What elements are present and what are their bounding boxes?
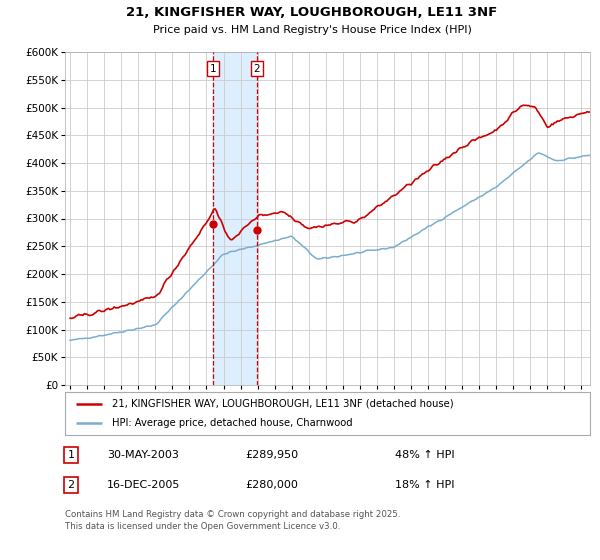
Text: HPI: Average price, detached house, Charnwood: HPI: Average price, detached house, Char… <box>112 418 353 428</box>
Text: 30-MAY-2003: 30-MAY-2003 <box>107 450 179 460</box>
Text: £280,000: £280,000 <box>245 480 298 490</box>
Text: 21, KINGFISHER WAY, LOUGHBOROUGH, LE11 3NF: 21, KINGFISHER WAY, LOUGHBOROUGH, LE11 3… <box>127 6 497 18</box>
Bar <box>213 52 257 385</box>
Text: Price paid vs. HM Land Registry's House Price Index (HPI): Price paid vs. HM Land Registry's House … <box>152 25 472 35</box>
Text: Contains HM Land Registry data © Crown copyright and database right 2025.
This d: Contains HM Land Registry data © Crown c… <box>65 510 401 531</box>
Text: 2: 2 <box>254 64 260 74</box>
Text: 48% ↑ HPI: 48% ↑ HPI <box>395 450 455 460</box>
Text: 2: 2 <box>67 480 74 490</box>
Text: 1: 1 <box>68 450 74 460</box>
Text: 1: 1 <box>209 64 216 74</box>
Text: 21, KINGFISHER WAY, LOUGHBOROUGH, LE11 3NF (detached house): 21, KINGFISHER WAY, LOUGHBOROUGH, LE11 3… <box>112 399 454 409</box>
Text: 18% ↑ HPI: 18% ↑ HPI <box>395 480 455 490</box>
FancyBboxPatch shape <box>65 392 590 435</box>
Text: £289,950: £289,950 <box>245 450 298 460</box>
Text: 16-DEC-2005: 16-DEC-2005 <box>107 480 181 490</box>
